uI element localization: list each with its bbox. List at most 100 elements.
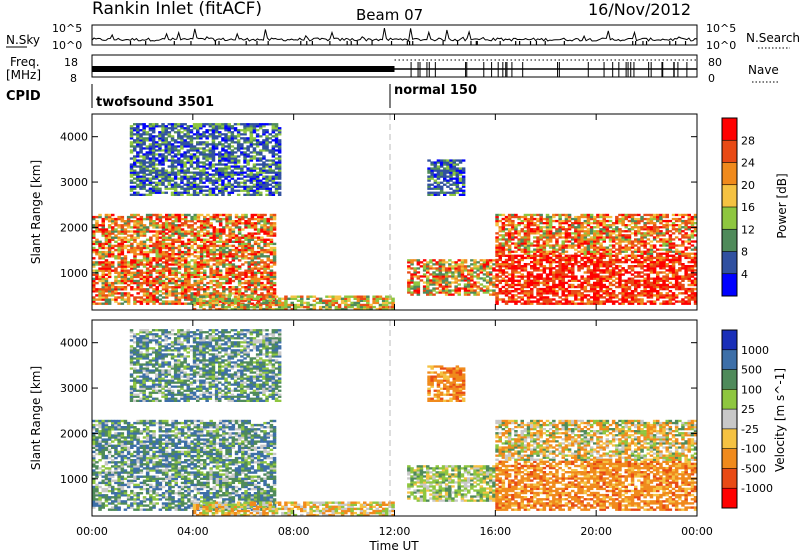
data-cell — [684, 214, 688, 216]
data-cell — [197, 245, 201, 247]
data-cell — [640, 244, 644, 246]
data-cell — [246, 306, 250, 308]
data-cell — [152, 265, 156, 267]
data-cell — [143, 292, 147, 294]
data-cell — [139, 147, 143, 149]
data-cell — [606, 214, 610, 216]
data-cell — [152, 161, 156, 163]
data-cell — [640, 220, 644, 222]
data-cell — [111, 228, 115, 230]
data-cell — [499, 251, 503, 253]
data-cell — [524, 249, 528, 251]
data-cell — [612, 230, 616, 232]
data-cell — [587, 222, 591, 224]
data-cell — [662, 224, 666, 226]
data-cell — [332, 304, 336, 306]
data-cell — [631, 253, 635, 255]
data-cell — [650, 303, 654, 305]
data-cell — [162, 276, 166, 278]
data-cell — [165, 286, 169, 288]
data-cell — [244, 243, 248, 245]
data-cell — [429, 267, 433, 269]
data-cell — [270, 222, 274, 224]
data-cell — [171, 300, 175, 302]
data-cell — [558, 220, 562, 222]
data-cell — [219, 292, 223, 294]
data-cell — [502, 234, 506, 236]
data-cell — [508, 230, 512, 232]
data-cell — [92, 224, 96, 226]
data-cell — [139, 137, 143, 139]
data-cell — [117, 216, 121, 218]
data-cell — [209, 257, 213, 259]
data-cell — [634, 255, 638, 257]
data-cell — [190, 226, 194, 228]
data-cell — [612, 228, 616, 230]
data-cell — [372, 302, 376, 304]
data-cell — [675, 257, 679, 259]
data-cell — [445, 271, 449, 273]
data-cell — [203, 247, 207, 249]
data-cell — [599, 282, 603, 284]
data-cell — [111, 286, 115, 288]
data-cell — [517, 275, 521, 277]
data-cell — [235, 255, 239, 257]
data-cell — [184, 259, 188, 261]
data-cell — [232, 253, 236, 255]
data-cell — [691, 267, 695, 269]
data-cell — [194, 270, 198, 272]
data-cell — [562, 257, 566, 259]
data-cell — [168, 143, 172, 145]
data-cell — [464, 265, 468, 267]
data-cell — [143, 226, 147, 228]
data-cell — [596, 298, 600, 300]
data-cell — [270, 247, 274, 249]
data-cell — [508, 284, 512, 286]
data-cell — [621, 298, 625, 300]
data-cell — [184, 282, 188, 284]
data-cell — [388, 302, 392, 304]
data-cell — [209, 286, 213, 288]
data-cell — [628, 224, 632, 226]
nave-label: Nave — [748, 63, 779, 77]
data-cell — [593, 263, 597, 265]
data-cell — [483, 285, 487, 287]
data-cell — [142, 180, 146, 182]
data-cell — [168, 292, 172, 294]
data-cell — [168, 247, 172, 249]
data-cell — [95, 288, 99, 290]
data-cell — [584, 290, 588, 292]
data-cell — [92, 247, 96, 249]
data-cell — [146, 298, 150, 300]
data-cell — [543, 253, 547, 255]
data-cell — [168, 141, 172, 143]
data-cell — [171, 239, 175, 241]
data-cell — [621, 300, 625, 302]
data-cell — [203, 228, 207, 230]
data-cell — [502, 290, 506, 292]
data-cell — [206, 239, 210, 241]
data-cell — [669, 300, 673, 302]
data-cell — [222, 232, 226, 234]
data-cell — [372, 298, 376, 300]
data-cell — [98, 255, 102, 257]
data-cell — [200, 228, 204, 230]
data-cell — [161, 174, 165, 176]
data-cell — [524, 238, 528, 240]
data-cell — [146, 165, 150, 167]
freq-band-twofsound — [92, 66, 395, 72]
data-cell — [631, 290, 635, 292]
data-cell — [643, 253, 647, 255]
data-cell — [621, 269, 625, 271]
data-cell — [536, 242, 540, 244]
data-cell — [464, 275, 468, 277]
data-cell — [111, 214, 115, 216]
data-cell — [599, 300, 603, 302]
data-cell — [278, 298, 282, 300]
data-cell — [514, 290, 518, 292]
data-cell — [464, 283, 468, 285]
data-cell — [410, 277, 414, 279]
data-cell — [228, 216, 232, 218]
data-cell — [521, 230, 525, 232]
data-cell — [590, 232, 594, 234]
